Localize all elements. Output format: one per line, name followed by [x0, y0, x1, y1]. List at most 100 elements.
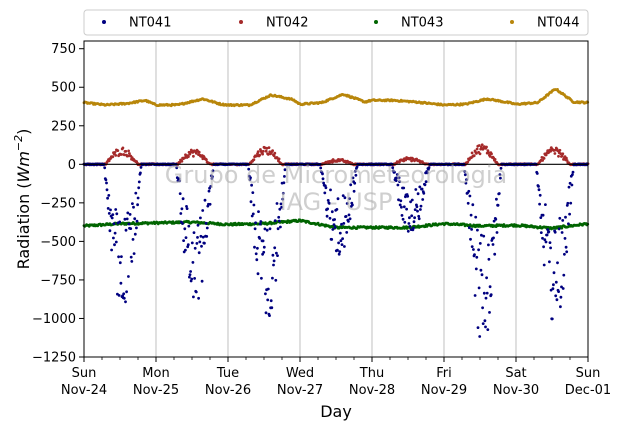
- y-tick-label: −1250: [32, 351, 76, 366]
- point-nt041: [205, 226, 209, 230]
- point-nt041: [488, 285, 492, 289]
- point-nt041: [342, 222, 346, 225]
- point-nt042: [127, 152, 131, 155]
- point-nt041: [207, 189, 211, 193]
- point-nt041: [129, 255, 133, 259]
- point-nt041: [201, 209, 205, 212]
- point-nt042: [261, 149, 265, 153]
- point-nt041: [330, 238, 334, 241]
- point-nt042: [560, 154, 564, 158]
- point-nt041: [103, 166, 107, 170]
- x-tick-label-weekday: Thu: [359, 366, 384, 381]
- point-nt041: [567, 185, 571, 189]
- point-nt041: [345, 231, 349, 234]
- point-nt042: [255, 154, 259, 158]
- point-nt042: [252, 158, 256, 162]
- x-tick-label-weekday: Fri: [436, 366, 452, 381]
- point-nt041: [274, 278, 278, 282]
- point-nt042: [256, 150, 260, 154]
- point-nt041: [469, 237, 472, 241]
- point-nt041: [415, 205, 419, 209]
- point-nt041: [571, 170, 575, 174]
- point-nt041: [272, 259, 276, 263]
- point-nt041: [570, 183, 574, 187]
- point-nt041: [253, 245, 256, 249]
- point-nt041: [548, 260, 551, 264]
- point-nt041: [408, 216, 411, 220]
- point-nt041: [539, 216, 543, 220]
- point-nt041: [566, 201, 570, 205]
- point-nt042: [107, 159, 111, 163]
- point-nt041: [136, 203, 140, 207]
- point-nt041: [180, 207, 184, 211]
- point-nt041: [469, 213, 473, 217]
- point-nt042: [122, 153, 126, 157]
- y-axis-label-unit: Wm: [14, 151, 33, 182]
- point-nt042: [180, 159, 184, 163]
- point-nt041: [181, 197, 185, 201]
- point-nt041: [403, 220, 407, 224]
- point-nt041: [422, 191, 426, 195]
- point-nt041: [466, 201, 470, 205]
- y-tick-label: −500: [40, 235, 76, 250]
- point-nt041: [340, 243, 344, 247]
- point-nt041: [331, 228, 335, 231]
- point-nt041: [208, 202, 212, 206]
- point-nt041: [557, 227, 561, 231]
- watermark-line-2: IAG - USP: [280, 188, 393, 216]
- point-nt042: [485, 145, 488, 149]
- point-nt041: [400, 214, 404, 217]
- point-nt041: [337, 241, 340, 245]
- point-nt041: [488, 311, 491, 314]
- point-nt041: [481, 322, 485, 325]
- y-axis-label-close: ): [14, 129, 33, 135]
- point-nt041: [113, 243, 116, 247]
- point-nt041: [184, 248, 187, 252]
- legend-label: NT041: [129, 16, 171, 31]
- point-nt041: [259, 220, 263, 223]
- point-nt041: [559, 305, 562, 309]
- point-nt041: [472, 248, 475, 251]
- point-nt041: [133, 232, 137, 236]
- point-nt041: [483, 319, 487, 323]
- point-nt041: [251, 212, 255, 216]
- point-nt041: [333, 226, 337, 229]
- point-nt041: [495, 197, 498, 201]
- point-nt041: [412, 226, 415, 230]
- point-nt041: [112, 236, 115, 240]
- point-nt041: [125, 217, 129, 221]
- point-nt041: [406, 194, 410, 198]
- point-nt042: [472, 154, 476, 158]
- point-nt041: [183, 227, 187, 231]
- point-nt041: [257, 210, 260, 214]
- point-nt041: [122, 292, 126, 296]
- point-nt041: [487, 243, 490, 247]
- point-nt041: [557, 290, 560, 293]
- point-nt041: [544, 240, 548, 244]
- point-nt041: [204, 221, 208, 225]
- point-nt041: [567, 222, 570, 226]
- point-nt041: [189, 270, 193, 273]
- point-nt041: [273, 246, 277, 250]
- point-nt041: [186, 243, 190, 247]
- point-nt041: [117, 255, 120, 259]
- point-nt042: [541, 159, 544, 162]
- point-nt041: [554, 280, 558, 284]
- point-nt041: [476, 228, 479, 232]
- point-nt041: [114, 240, 118, 244]
- point-nt041: [197, 296, 201, 300]
- point-nt041: [107, 194, 111, 197]
- point-nt041: [129, 227, 133, 231]
- point-nt041: [552, 283, 555, 287]
- point-nt041: [554, 294, 558, 298]
- grid-layer: [155, 41, 517, 357]
- y-axis-label-main: Radiation (: [14, 182, 33, 269]
- point-nt041: [111, 213, 115, 217]
- point-nt041: [473, 253, 476, 257]
- point-nt041: [205, 235, 209, 238]
- point-nt042: [197, 150, 201, 154]
- point-nt041: [122, 296, 126, 300]
- point-nt042: [475, 152, 478, 155]
- point-nt041: [137, 186, 141, 190]
- point-nt041: [196, 223, 200, 227]
